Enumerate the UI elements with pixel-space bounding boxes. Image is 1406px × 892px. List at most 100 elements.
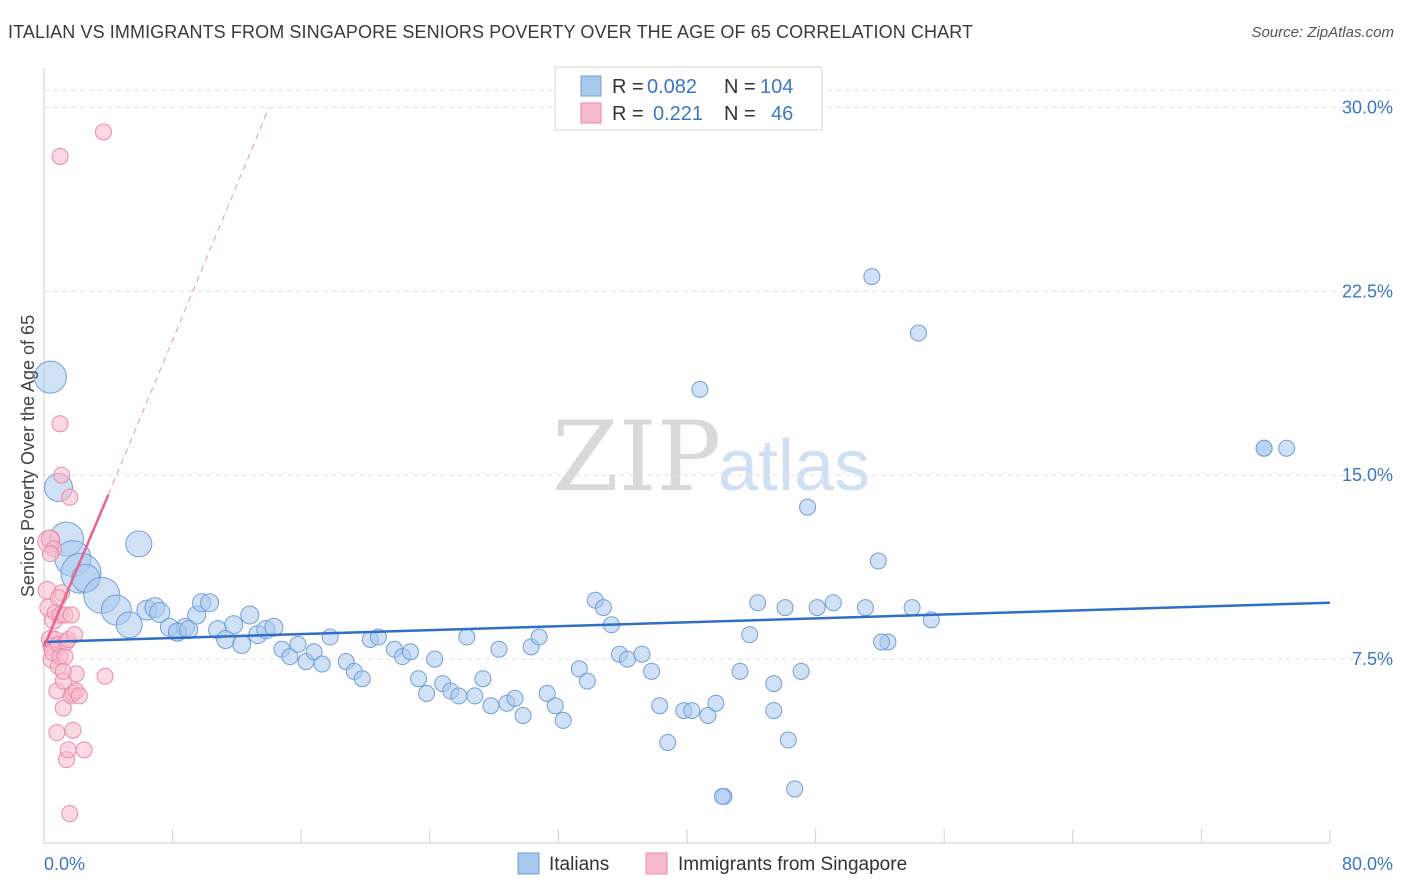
legend-swatch-singapore [580, 102, 602, 124]
singapore-points [37, 123, 114, 823]
italians-point [466, 687, 484, 705]
bottom-legend-swatch-italians [517, 852, 540, 875]
bottom-legend: Italians Immigrants from Singapore [517, 852, 907, 875]
bottom-legend-italians: Italians [549, 854, 609, 875]
watermark-zip: ZIP [552, 401, 721, 513]
italians-point [779, 731, 797, 749]
italians-point [490, 640, 508, 658]
italians-point [808, 599, 826, 617]
italians-point [570, 660, 588, 678]
italians-point [224, 615, 244, 635]
italians-point [909, 324, 927, 342]
italians-point [321, 628, 339, 646]
italians-point [474, 670, 492, 688]
singapore-point [64, 721, 82, 739]
italians-point [538, 684, 556, 702]
italians-point [741, 626, 759, 644]
italians-point [115, 611, 143, 639]
italians-point [707, 694, 725, 712]
singapore-point [62, 606, 80, 624]
italians-point [869, 552, 887, 570]
italians-point [749, 594, 767, 612]
italians-point [305, 643, 323, 661]
y-tick-label: 15.0% [1342, 465, 1393, 485]
italians-point [179, 620, 199, 640]
legend-n-label-singapore: N = [724, 103, 756, 125]
x-tick-label-max: 80.0% [1342, 854, 1393, 874]
chart-title: ITALIAN VS IMMIGRANTS FROM SINGAPORE SEN… [8, 22, 974, 42]
singapore-point [94, 123, 112, 141]
y-tick-label: 7.5% [1352, 649, 1393, 669]
legend-r-label-singapore: R = [612, 103, 644, 125]
italians-point [578, 672, 596, 690]
italians-point [856, 599, 874, 617]
x-tick-label-min: 0.0% [44, 854, 85, 874]
legend-r-label-italians: R = [612, 76, 644, 98]
italians-point [659, 733, 677, 751]
italians-point [792, 662, 810, 680]
singapore-point [75, 741, 93, 759]
italians-point [410, 670, 428, 688]
italians-point [633, 645, 651, 663]
italians-points [33, 268, 1296, 805]
singapore-point [61, 488, 79, 506]
singapore-point [48, 724, 66, 742]
singapore-point [59, 741, 77, 759]
singapore-point [51, 147, 69, 165]
legend-swatch-italians [580, 75, 602, 97]
italians-point [903, 599, 921, 617]
italians-point [863, 268, 881, 286]
legend: R = 0.082 N = 104 R = 0.221 N = 46 [554, 66, 823, 131]
italians-point [651, 697, 669, 715]
legend-r-value-italians: 0.082 [647, 76, 697, 98]
singapore-point [51, 415, 69, 433]
singapore-point [56, 648, 74, 666]
singapore-point [70, 687, 88, 705]
singapore-point [54, 699, 72, 717]
italians-point [482, 697, 500, 715]
italians-point [289, 635, 307, 653]
italians-point [691, 380, 709, 398]
singapore-point [41, 545, 59, 563]
italians-point [799, 498, 817, 516]
source-credit: Source: ZipAtlas.com [1251, 24, 1394, 41]
legend-n-value-singapore: 46 [771, 103, 793, 125]
italians-point [594, 599, 612, 617]
italians-point [699, 707, 717, 724]
italians-point [264, 617, 284, 637]
italians-point [313, 655, 331, 673]
italians-point [450, 687, 468, 705]
y-tick-label: 30.0% [1342, 97, 1393, 117]
singapore-point [54, 662, 72, 680]
italians-point [426, 650, 444, 668]
italians-point [125, 530, 153, 558]
italians-point [458, 628, 476, 646]
italians-point [765, 675, 783, 693]
italians-point [514, 707, 532, 724]
singapore-point [61, 805, 79, 823]
trend-lines [42, 107, 1331, 648]
italians-point [683, 702, 701, 720]
italians-point [1278, 439, 1296, 457]
italians-point [418, 684, 436, 702]
italians-point [1255, 439, 1273, 457]
italians-point [149, 602, 171, 624]
italians-point [281, 648, 299, 666]
italians-point [530, 628, 548, 646]
bottom-legend-swatch-singapore [645, 852, 668, 875]
italians-point [824, 594, 842, 612]
italians-point [619, 650, 637, 668]
italians-point [506, 689, 524, 707]
watermark-atlas: atlas [718, 426, 870, 506]
singapore-point [66, 626, 84, 644]
singapore-trend-line [42, 494, 110, 648]
italians-point [713, 787, 731, 805]
y-tick-label: 22.5% [1342, 281, 1393, 301]
legend-n-value-italians: 104 [760, 76, 793, 98]
legend-r-value-singapore: 0.221 [653, 103, 703, 125]
singapore-point [96, 667, 114, 685]
axes [43, 68, 1331, 844]
italians-point [731, 662, 749, 680]
italians-trend-line [43, 601, 1331, 644]
